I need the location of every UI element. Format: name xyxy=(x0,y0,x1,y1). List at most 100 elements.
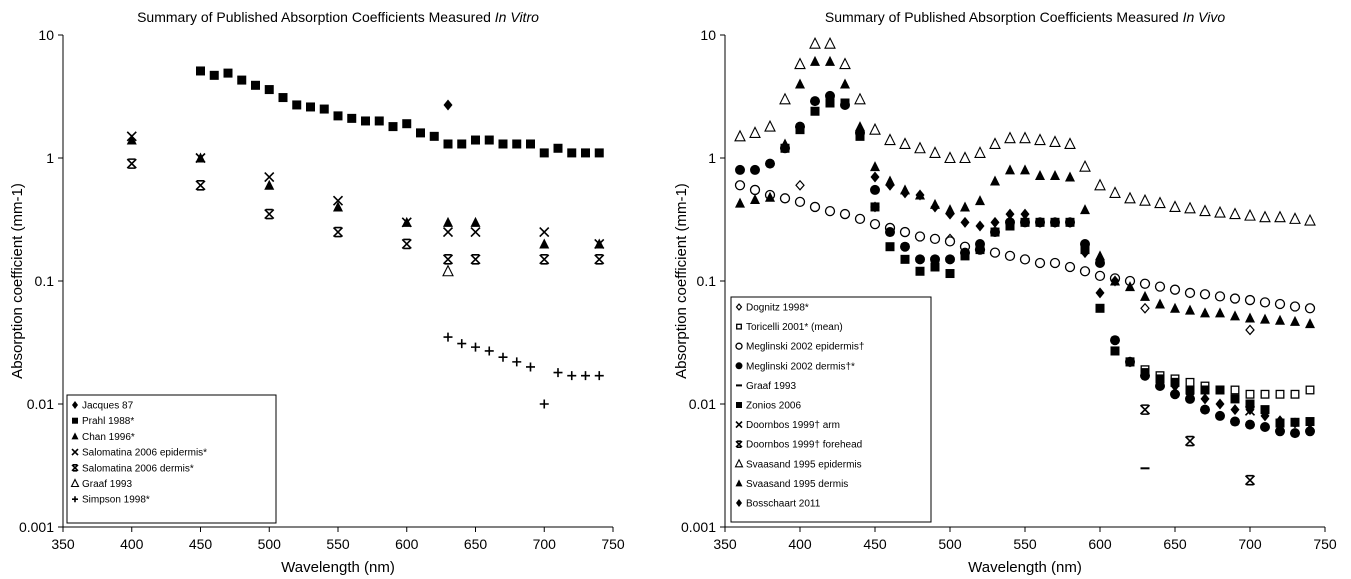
data-point xyxy=(914,141,926,154)
data-point xyxy=(854,92,866,105)
data-point xyxy=(126,158,137,169)
data-point xyxy=(899,137,911,150)
data-point xyxy=(1305,426,1315,437)
series-6 xyxy=(443,332,604,409)
data-point xyxy=(1259,297,1271,308)
data-point xyxy=(825,55,835,66)
data-point xyxy=(594,148,604,158)
data-point xyxy=(1260,405,1270,415)
x-axis-label: Wavelength (nm) xyxy=(968,559,1082,576)
data-point xyxy=(960,201,970,212)
data-point xyxy=(840,98,850,108)
legend-entry: Zonios 2006 xyxy=(746,401,801,412)
legend-entry: Meglinski 2002 epidermis† xyxy=(746,342,864,353)
data-point xyxy=(839,208,851,220)
data-point xyxy=(914,231,926,242)
data-point xyxy=(870,171,880,183)
data-point xyxy=(975,220,985,232)
data-point xyxy=(442,264,454,277)
legend-marker xyxy=(72,401,78,409)
data-point xyxy=(1289,301,1301,312)
data-point xyxy=(749,126,761,138)
data-point xyxy=(1200,393,1210,405)
x-tick-label: 700 xyxy=(1238,536,1262,552)
y-tick-label: 0.01 xyxy=(689,396,716,412)
data-point xyxy=(975,245,985,255)
data-point xyxy=(870,202,880,212)
data-point xyxy=(1124,191,1136,204)
data-point xyxy=(810,55,820,66)
series-10 xyxy=(870,171,1315,429)
data-point xyxy=(824,36,836,49)
data-point xyxy=(1199,289,1211,300)
data-point xyxy=(1004,131,1016,144)
data-point xyxy=(1020,164,1030,175)
data-point xyxy=(1080,247,1090,259)
data-point xyxy=(1244,208,1256,221)
data-point xyxy=(443,99,453,111)
x-tick-label: 550 xyxy=(1013,536,1037,552)
data-point xyxy=(443,216,453,227)
legend-marker xyxy=(736,402,742,408)
data-point xyxy=(401,238,412,250)
data-point xyxy=(1259,210,1271,223)
data-point xyxy=(1094,270,1106,282)
data-point xyxy=(347,113,357,123)
data-point xyxy=(899,226,911,238)
data-point xyxy=(915,254,925,265)
data-point xyxy=(929,146,941,158)
data-point xyxy=(457,139,467,149)
data-point xyxy=(1110,335,1120,346)
data-point xyxy=(1095,258,1105,269)
y-tick-label: 1 xyxy=(46,150,54,166)
legend-entry: Svaasand 1995 dermis xyxy=(746,479,848,490)
data-point xyxy=(1035,216,1045,228)
chart-panel-in-vivo: Summary of Published Absorption Coeffici… xyxy=(673,9,1337,576)
y-tick-label: 0.01 xyxy=(27,396,54,412)
data-point xyxy=(470,226,481,238)
data-point xyxy=(1154,281,1166,292)
data-point xyxy=(1154,196,1166,209)
data-point xyxy=(780,138,790,149)
data-point xyxy=(1019,131,1031,144)
data-point xyxy=(1110,275,1120,287)
data-point xyxy=(915,266,925,276)
data-point xyxy=(900,187,910,199)
y-tick-label: 0.1 xyxy=(35,273,55,289)
data-point xyxy=(884,133,896,146)
data-point xyxy=(209,70,219,80)
data-point xyxy=(1200,404,1210,415)
legend-entry: Graaf 1993 xyxy=(82,479,132,490)
data-point xyxy=(1200,385,1210,395)
data-point xyxy=(929,233,941,245)
legend-marker xyxy=(735,342,743,350)
data-point xyxy=(1274,210,1286,223)
data-point xyxy=(1304,213,1316,226)
data-point xyxy=(581,371,590,381)
data-point xyxy=(333,111,343,121)
legend-entry: Jacques 87 xyxy=(82,401,134,412)
data-point xyxy=(332,226,344,238)
data-point xyxy=(1290,389,1300,399)
chart-panel-in-vitro: Summary of Published Absorption Coeffici… xyxy=(9,9,625,576)
data-point xyxy=(735,164,745,175)
data-point xyxy=(1110,346,1120,356)
data-point xyxy=(223,68,233,78)
data-point xyxy=(539,226,550,238)
legend-entry: Graaf 1993 xyxy=(746,381,796,392)
data-point xyxy=(1305,318,1315,329)
legend-entry: Doornbos 1999† forehead xyxy=(746,440,862,451)
data-point xyxy=(734,180,746,191)
data-point xyxy=(1260,422,1270,433)
data-point xyxy=(750,164,760,175)
data-point xyxy=(442,226,454,238)
y-tick-label: 10 xyxy=(38,27,54,43)
data-point xyxy=(1230,310,1240,321)
data-point xyxy=(1125,281,1135,292)
x-tick-label: 750 xyxy=(601,536,625,552)
data-point xyxy=(1245,389,1255,399)
data-point xyxy=(1020,217,1030,227)
data-point xyxy=(1064,261,1076,273)
y-tick-label: 0.1 xyxy=(697,273,717,289)
